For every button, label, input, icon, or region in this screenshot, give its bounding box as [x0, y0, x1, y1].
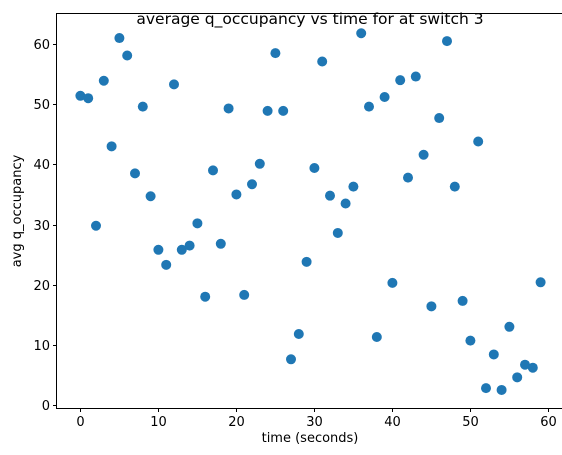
scatter-point [371, 332, 382, 343]
scatter-point [520, 359, 530, 370]
scatter-point [75, 90, 86, 101]
scatter-point [293, 329, 304, 340]
x-axis-ticks: 0 10 20 30 40 50 60 [76, 408, 557, 430]
scatter-point [270, 48, 281, 59]
scatter-point [403, 172, 413, 183]
scatter-point [184, 240, 195, 251]
scatter-point [91, 220, 101, 231]
scatter-point [325, 190, 335, 201]
scatter-point [130, 168, 140, 179]
x-tick-label: 10 [150, 415, 167, 430]
scatter-point [504, 321, 515, 332]
scatter-point [387, 277, 398, 288]
scatter-point [153, 244, 164, 255]
y-tick-label: 30 [33, 219, 50, 234]
scatter-point [145, 191, 156, 202]
scatter-point [332, 227, 343, 238]
scatter-point [176, 244, 187, 255]
scatter-point [231, 189, 242, 200]
scatter-points [75, 28, 546, 395]
scatter-point [317, 56, 328, 67]
x-tick-label: 40 [384, 415, 401, 430]
scatter-point [465, 335, 476, 346]
y-axis-label: avg q_occupancy [10, 154, 25, 267]
scatter-point [83, 93, 94, 104]
scatter-point [208, 165, 218, 176]
scatter-point [106, 141, 117, 152]
scatter-point [169, 79, 179, 90]
scatter-point [200, 291, 211, 302]
y-tick-label: 40 [33, 158, 50, 173]
scatter-point [122, 50, 133, 61]
x-tick-label: 30 [306, 415, 323, 430]
scatter-point [379, 92, 390, 103]
x-tick-label: 0 [76, 415, 84, 430]
scatter-point [356, 28, 367, 39]
scatter-point [473, 136, 484, 147]
scatter-point [309, 162, 320, 173]
scatter-point [98, 75, 109, 86]
scatter-point [442, 36, 452, 47]
scatter-point [364, 101, 374, 112]
scatter-point [262, 105, 273, 116]
scatter-point [278, 105, 289, 116]
scatter-point [254, 158, 265, 169]
scatter-point [215, 238, 226, 249]
y-axis-ticks: 0 10 20 30 40 50 60 [33, 38, 57, 414]
plot-frame [56, 13, 562, 409]
scatter-point [488, 349, 499, 360]
y-tick-label: 10 [33, 339, 50, 354]
scatter-point [535, 277, 546, 288]
scatter-point [340, 198, 351, 209]
scatter-point [286, 354, 296, 365]
scatter-point [192, 218, 203, 229]
y-tick-label: 20 [33, 279, 50, 294]
x-tick-label: 20 [228, 415, 245, 430]
scatter-point [348, 181, 359, 192]
x-tick-label: 50 [462, 415, 479, 430]
scatter-point [434, 113, 445, 124]
scatter-point [481, 383, 491, 394]
scatter-point [418, 149, 429, 160]
scatter-point [395, 75, 406, 86]
scatter-point [410, 71, 421, 82]
scatter-point [449, 181, 460, 192]
scatter-point [527, 362, 538, 373]
scatter-point [512, 372, 523, 383]
scatter-point [426, 301, 437, 312]
scatter-point [301, 256, 312, 267]
scatter-point [137, 101, 148, 112]
scatter-point [247, 179, 257, 190]
scatter-point [496, 384, 507, 395]
scatter-point [161, 259, 172, 270]
scatter-point [457, 295, 468, 306]
scatter-point [114, 33, 125, 44]
scatter-point [223, 103, 234, 114]
scatter-point [239, 289, 250, 300]
y-tick-label: 50 [33, 98, 50, 113]
x-tick-label: 60 [540, 415, 557, 430]
y-tick-label: 0 [42, 399, 50, 414]
chart-title: average q_occupancy vs time for at switc… [136, 10, 483, 29]
y-tick-label: 60 [33, 38, 50, 53]
x-axis-label: time (seconds) [262, 431, 359, 446]
